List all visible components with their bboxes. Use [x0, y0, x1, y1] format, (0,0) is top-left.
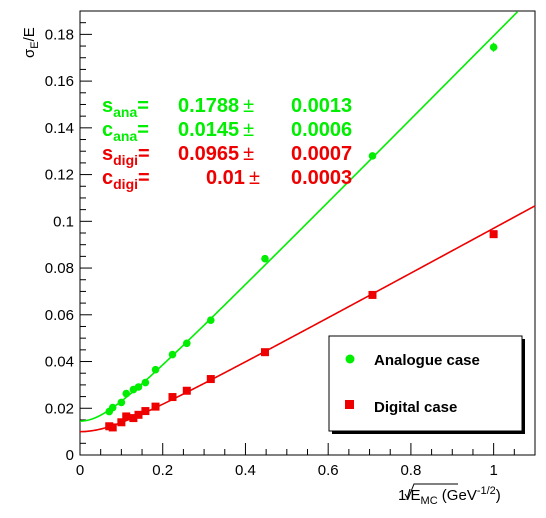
- y-tick-label: 0.18: [45, 26, 74, 43]
- data-point-analogue: [183, 339, 191, 348]
- y-axis-title-tail: /E: [21, 27, 38, 41]
- data-point-digital: [122, 412, 131, 421]
- x-axis-title-unit-close: ): [496, 487, 501, 504]
- fit-result-c-digi-sub: digi: [113, 176, 138, 192]
- data-point-digital: [134, 410, 143, 419]
- x-axis-ticks: [79, 443, 536, 455]
- x-tick-label: 0.8: [400, 462, 421, 479]
- legend-marker-analogue: [345, 354, 355, 364]
- fit-result-c-digi-symbol: c: [102, 167, 113, 189]
- fit-result-c-ana-error: 0.0006: [291, 119, 352, 141]
- data-point-analogue: [134, 383, 143, 391]
- fit-result-c-digi: cdigi= 0.01 ± 0.0003: [102, 167, 352, 192]
- fit-result-s-ana-eq: =: [137, 95, 149, 117]
- y-axis-title-symbol: σ: [21, 48, 38, 58]
- legend-box: [328, 335, 523, 432]
- x-tick-label: 0.4: [235, 462, 256, 479]
- legend-label-digital: Digital case: [374, 399, 457, 416]
- fit-result-c-ana-symbol: c: [102, 119, 113, 141]
- data-point-digital: [182, 386, 191, 395]
- x-tick-label: 1: [489, 462, 497, 479]
- y-axis-title: σE/E: [21, 27, 41, 58]
- fit-result-s-ana-sub: ana: [113, 104, 137, 120]
- fit-result-c-digi-value: 0.01: [206, 167, 245, 189]
- sqrt-sign: [404, 483, 458, 501]
- data-point-digital: [129, 414, 138, 423]
- x-tick-label: 0: [76, 462, 84, 479]
- fit-result-s-digi-symbol: s: [102, 143, 113, 165]
- y-tick-label: 0.14: [45, 120, 74, 137]
- data-point-digital: [168, 393, 177, 402]
- x-axis-title-unit-exp: -1/2: [477, 485, 496, 497]
- data-point-digital: [151, 402, 160, 411]
- data-point-analogue: [168, 350, 177, 359]
- fit-result-s-digi: sdigi= 0.0965 ± 0.0007: [102, 143, 352, 168]
- x-axis-title: 1/EMC (GeV-1/2): [398, 485, 501, 507]
- data-point-analogue: [368, 152, 377, 160]
- fit-result-c-ana-value: 0.0145: [178, 119, 239, 141]
- legend: Analogue case Digital case: [328, 335, 525, 434]
- data-point-digital: [206, 375, 215, 384]
- y-axis-title-sub: E: [29, 41, 41, 48]
- data-point-digital: [260, 348, 269, 357]
- y-tick-label: 0.04: [45, 354, 74, 371]
- fit-result-s-ana-value: 0.1788: [178, 95, 239, 117]
- fit-result-s-digi-sub: digi: [113, 152, 138, 168]
- fit-curve-analogue: [79, 11, 518, 422]
- legend-marker-digital: [345, 400, 354, 409]
- data-point-digital: [141, 407, 150, 416]
- legend-shadow-right: [522, 339, 525, 434]
- x-tick-label: 0.2: [152, 462, 173, 479]
- x-tick-label: 0.6: [318, 462, 339, 479]
- fit-result-s-ana-error: 0.0013: [291, 95, 352, 117]
- data-point-analogue: [122, 389, 131, 398]
- data-point-analogue: [151, 365, 160, 374]
- fit-result-c-digi-pm: ±: [249, 167, 260, 189]
- data-point-digital: [489, 230, 498, 239]
- fit-result-c-ana-sub: ana: [113, 128, 137, 144]
- data-point-analogue: [261, 254, 269, 263]
- y-tick-label: 0.12: [45, 167, 74, 184]
- data-markers: [105, 42, 498, 432]
- y-tick-label: 0.06: [45, 307, 74, 324]
- data-point-analogue: [489, 43, 498, 52]
- fit-result-c-digi-error: 0.0003: [291, 167, 352, 189]
- fit-results: sana= 0.1788 ± 0.0013 cana= 0.0145 ± 0.000…: [102, 95, 352, 192]
- fit-result-c-ana-pm: ±: [243, 119, 254, 141]
- fit-result-s-digi-pm: ±: [243, 143, 254, 165]
- fit-result-s-digi-error: 0.0007: [291, 143, 352, 165]
- legend-label-analogue: Analogue case: [374, 352, 480, 369]
- fit-result-c-ana: cana= 0.0145 ± 0.0006: [102, 119, 352, 144]
- data-point-analogue: [108, 403, 117, 412]
- data-point-analogue: [141, 378, 150, 387]
- fit-result-c-digi-eq: =: [138, 167, 150, 189]
- y-tick-label: 0.02: [45, 400, 74, 417]
- y-tick-label: 0.08: [45, 260, 74, 277]
- y-axis-tick-labels: 0 0.02 0.04 0.06 0.08 0.1 0.12 0.14 0.16 0.18: [45, 26, 74, 464]
- fit-result-c-ana-eq: =: [137, 119, 149, 141]
- fit-result-s-ana-pm: ±: [243, 95, 254, 117]
- data-point-analogue: [206, 316, 215, 324]
- data-point-digital: [117, 418, 126, 427]
- x-axis-title-symbol: E: [411, 487, 421, 504]
- y-axis-ticks: [80, 10, 92, 456]
- fit-result-s-digi-value: 0.0965: [178, 143, 239, 165]
- fit-result-s-digi-eq: =: [138, 143, 150, 165]
- fit-result-s-ana: sana= 0.1788 ± 0.0013: [102, 95, 352, 120]
- x-axis-title-unit-open: (GeV: [438, 487, 477, 504]
- y-tick-label: 0.1: [53, 213, 74, 230]
- fit-result-s-ana-symbol: s: [102, 95, 113, 117]
- x-axis-tick-labels: 0 0.2 0.4 0.6 0.8 1: [76, 462, 498, 479]
- y-tick-label: 0.16: [45, 73, 74, 90]
- data-point-analogue: [117, 398, 126, 407]
- legend-shadow-bottom: [332, 431, 525, 434]
- x-axis-title-sub: MC: [421, 495, 438, 507]
- data-point-digital: [108, 423, 117, 432]
- data-point-digital: [368, 290, 377, 299]
- y-tick-label: 0: [66, 447, 74, 464]
